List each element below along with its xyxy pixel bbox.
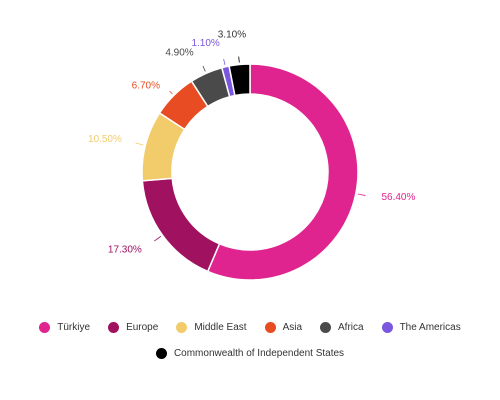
data-label-africa: 4.90% xyxy=(165,48,193,59)
legend-swatch-asia xyxy=(264,322,276,333)
leader-line-the-americas xyxy=(223,58,226,65)
data-label-asia: 6.70% xyxy=(132,80,160,91)
legend-item-europe[interactable]: Europe xyxy=(108,322,158,333)
legend-swatch-africa xyxy=(320,322,332,333)
data-label-t-rkiye: 56.40% xyxy=(381,192,415,203)
slice-t-rkiye[interactable] xyxy=(206,63,359,281)
legend-item-turkiye[interactable]: Türkiye xyxy=(39,322,90,333)
slice-commonwealth-of-independent-states[interactable] xyxy=(228,63,251,97)
legend-swatch-the-americas xyxy=(381,322,393,333)
leader-line-t-rkiye xyxy=(357,193,366,196)
legend-swatch-europe xyxy=(108,322,120,333)
data-label-europe: 17.30% xyxy=(108,245,142,256)
legend-item-africa[interactable]: Africa xyxy=(320,322,364,333)
legend-label-africa: Africa xyxy=(338,322,364,333)
legend-item-the-americas[interactable]: The Americas xyxy=(381,322,461,333)
donut-chart: 56.40% 17.30% 10.50% 6.70% 4.90%1.10%3.10% xyxy=(88,30,416,281)
leader-line-middle-east xyxy=(135,142,144,146)
legend-swatch-turkiye xyxy=(39,322,51,333)
legend-label-the-americas: The Americas xyxy=(399,322,461,333)
leader-line-europe xyxy=(154,236,162,242)
legend-label-turkiye: Türkiye xyxy=(57,322,91,333)
legend-label-cis: Commonwealth of Independent States xyxy=(173,348,345,359)
legend-row-2: Commonwealth of Independent States xyxy=(0,348,500,359)
legend-label-europe: Europe xyxy=(126,322,159,333)
slice-europe[interactable] xyxy=(141,177,221,273)
data-labels-group: 56.40% 17.30% 10.50% 6.70% 4.90%1.10%3.10% xyxy=(88,30,416,256)
data-label-middle-east: 10.50% xyxy=(88,134,122,145)
legend-item-asia[interactable]: Asia xyxy=(264,322,303,333)
legend-item-middle-east[interactable]: Middle East xyxy=(176,322,247,333)
legend-item-cis[interactable]: Commonwealth of Independent States xyxy=(155,348,345,359)
legend-swatch-middle-east xyxy=(176,322,188,333)
data-label-commonwealth-of-independent-states: 3.10% xyxy=(218,30,246,41)
leader-line-africa xyxy=(202,65,206,72)
slices-group xyxy=(141,63,359,281)
leader-line-asia xyxy=(169,90,173,95)
legend-swatch-cis xyxy=(155,348,167,359)
data-label-the-americas: 1.10% xyxy=(191,38,219,49)
leader-line-commonwealth-of-independent-states xyxy=(238,56,240,63)
legend-label-asia: Asia xyxy=(282,322,303,333)
legend-label-middle-east: Middle East xyxy=(194,322,247,333)
legend-row-1: Türkiye Europe Middle East Asia Africa T… xyxy=(0,322,500,333)
